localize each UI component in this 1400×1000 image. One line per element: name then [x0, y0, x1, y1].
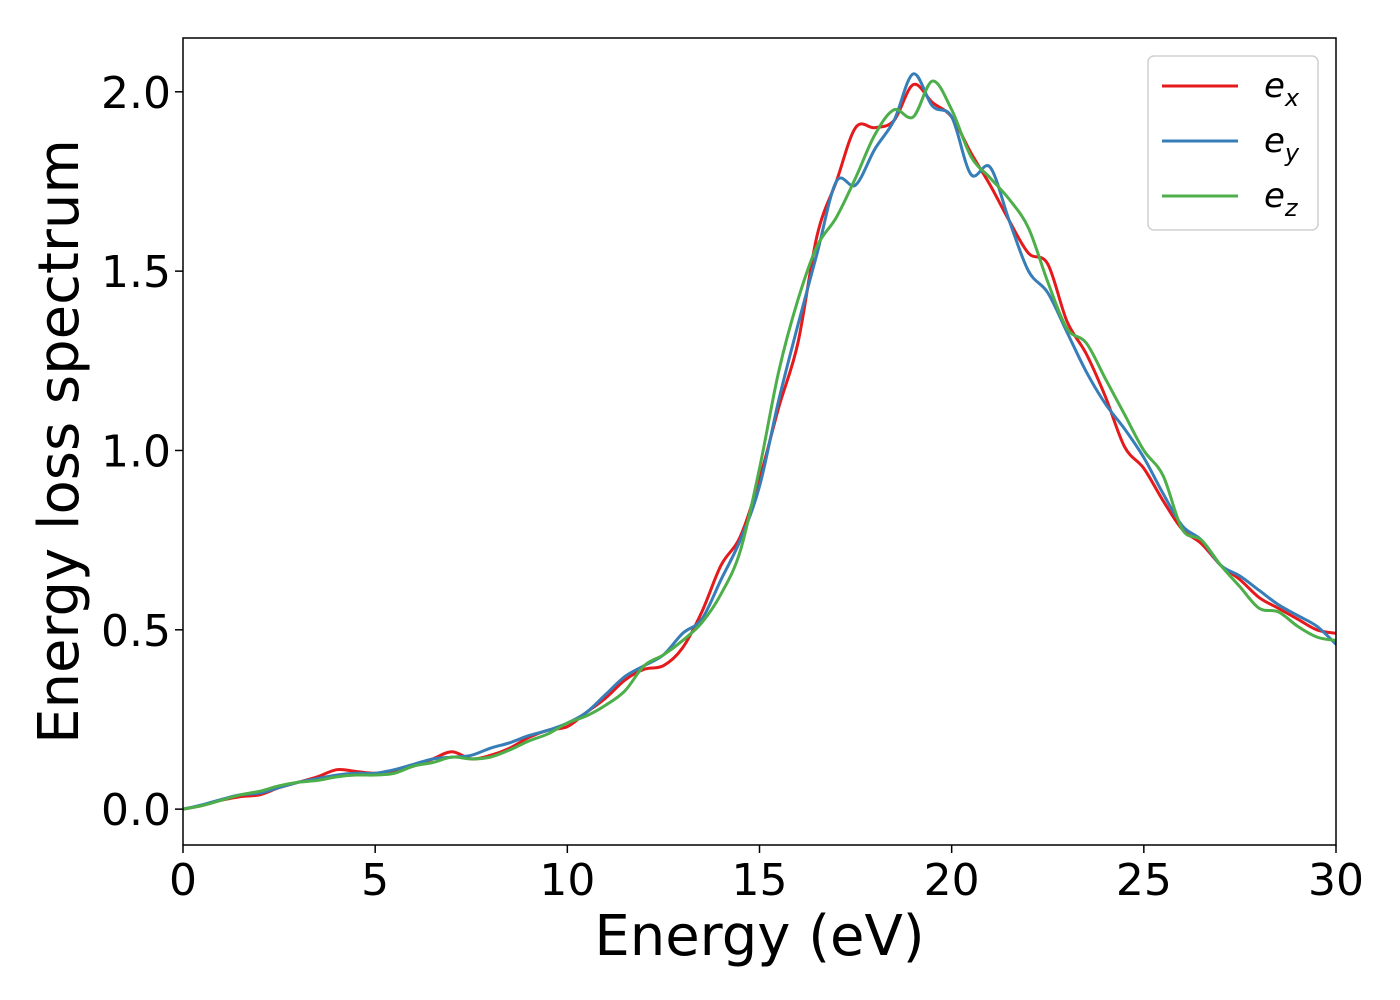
- y-axis-label: Energy loss spectrum: [27, 139, 92, 744]
- x-tick-label: 10: [539, 855, 595, 906]
- y-tick-label: 2.0: [101, 68, 171, 119]
- legend-label-y: ey: [1264, 121, 1300, 167]
- series-line-y: [183, 72, 1336, 811]
- series-lines: [183, 72, 1336, 811]
- y-tick-label: 1.0: [101, 426, 171, 477]
- series-line-z: [183, 79, 1336, 811]
- legend-box: [1147, 55, 1319, 231]
- x-tick-label: 0: [169, 855, 197, 906]
- y-tick-label: 0.5: [101, 606, 171, 657]
- legend: ex ey ez: [1147, 55, 1319, 231]
- axis-ticks: 0 5 10 15 20 25 30 0.0 0.5 1.0 1.5 2.0: [101, 68, 1364, 906]
- x-axis-label: Energy (eV): [594, 904, 924, 969]
- x-tick-label: 5: [361, 855, 389, 906]
- y-tick-label: 0.0: [101, 785, 171, 836]
- legend-label-z: ez: [1264, 176, 1299, 222]
- x-tick-label: 15: [732, 855, 788, 906]
- legend-label-x: ex: [1264, 66, 1300, 112]
- x-tick-label: 20: [924, 855, 980, 906]
- y-tick-label: 1.5: [101, 247, 171, 298]
- x-tick-label: 30: [1308, 855, 1364, 906]
- x-tick-label: 25: [1116, 855, 1172, 906]
